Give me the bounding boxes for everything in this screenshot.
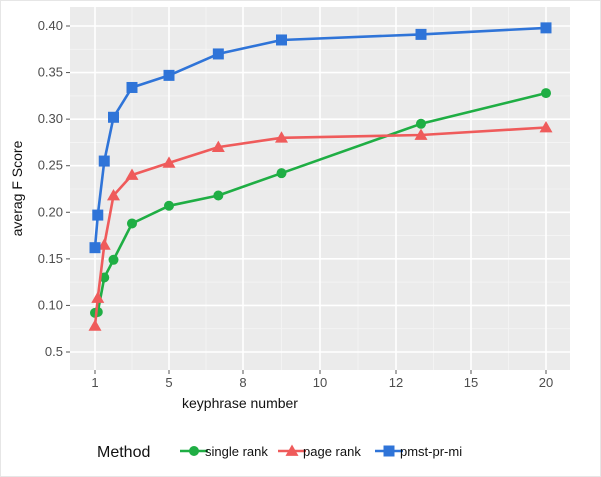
- data-point-pmst-pr-mi: [540, 22, 552, 34]
- legend-key-marker-pmst-pr-mi: [383, 445, 395, 457]
- data-point-page-rank: [125, 168, 139, 180]
- y-tick-label: 0.10: [38, 297, 63, 312]
- x-axis-label: keyphrase number: [182, 395, 298, 411]
- y-tick-label: 0.25: [38, 158, 63, 173]
- data-point-page-rank: [91, 291, 105, 303]
- series-page-rank: [88, 121, 553, 331]
- data-point-page-rank: [275, 131, 288, 143]
- x-tick-label: 8: [239, 375, 246, 390]
- legend-label-page-rank: page rank: [303, 444, 361, 459]
- axis-ticks: 0.50.100.150.200.250.300.350.401 5 8 10 12 15…: [38, 18, 554, 390]
- data-point-pmst-pr-mi: [92, 209, 104, 221]
- series-line-pmst-pr-mi: [93, 26, 547, 248]
- data-point-page-rank: [414, 128, 428, 140]
- x-tick-label: 15: [464, 375, 478, 390]
- legend: Method single rank page rank pmst-pr-mi: [97, 444, 462, 461]
- x-tick-label: 5: [165, 375, 172, 390]
- y-tick-label: 0.30: [38, 111, 63, 126]
- x-tick-label: 10: [313, 375, 327, 390]
- data-point-single-rank: [416, 118, 426, 129]
- data-point-pmst-pr-mi: [89, 242, 101, 254]
- y-tick-label: 0.20: [38, 204, 63, 219]
- data-point-pmst-pr-mi: [126, 81, 138, 93]
- y-tick-label: 0.5: [45, 344, 63, 359]
- data-point-page-rank: [97, 238, 111, 250]
- grid-lines: [70, 7, 570, 370]
- x-tick-label: 12: [389, 375, 403, 390]
- data-point-single-rank: [541, 88, 551, 99]
- legend-key-marker-page-rank: [285, 444, 299, 456]
- x-tick-label: 20: [539, 375, 553, 390]
- legend-key-marker-single-rank: [189, 446, 199, 456]
- data-point-pmst-pr-mi: [163, 69, 175, 81]
- y-axis-label: averag F Score: [9, 140, 25, 236]
- y-tick-label: 0.15: [38, 251, 63, 266]
- y-tick-label: 0.40: [38, 18, 63, 33]
- data-point-page-rank: [539, 121, 553, 133]
- legend-label-pmst-pr-mi: pmst-pr-mi: [400, 444, 462, 459]
- legend-label-single-rank: single rank: [205, 444, 268, 459]
- data-point-pmst-pr-mi: [212, 48, 224, 60]
- series-line-single-rank: [94, 91, 547, 315]
- y-tick-label: 0.35: [38, 65, 63, 80]
- data-point-pmst-pr-mi: [108, 111, 119, 123]
- series-group: [88, 22, 553, 331]
- x-tick-label: 1: [91, 375, 98, 390]
- data-point-single-rank: [108, 254, 119, 265]
- data-point-pmst-pr-mi: [98, 155, 110, 167]
- legend-title: Method: [97, 444, 150, 461]
- data-point-page-rank: [88, 319, 102, 331]
- series-line-page-rank: [93, 126, 547, 327]
- data-point-single-rank: [276, 168, 287, 179]
- data-point-single-rank: [213, 190, 224, 201]
- data-point-page-rank: [162, 156, 176, 168]
- data-point-page-rank: [107, 189, 120, 201]
- series-pmst-pr-mi: [89, 22, 552, 254]
- data-point-page-rank: [211, 140, 225, 152]
- data-point-single-rank: [127, 218, 137, 229]
- data-point-pmst-pr-mi: [276, 34, 287, 46]
- data-point-single-rank: [164, 200, 174, 211]
- data-point-pmst-pr-mi: [415, 28, 427, 40]
